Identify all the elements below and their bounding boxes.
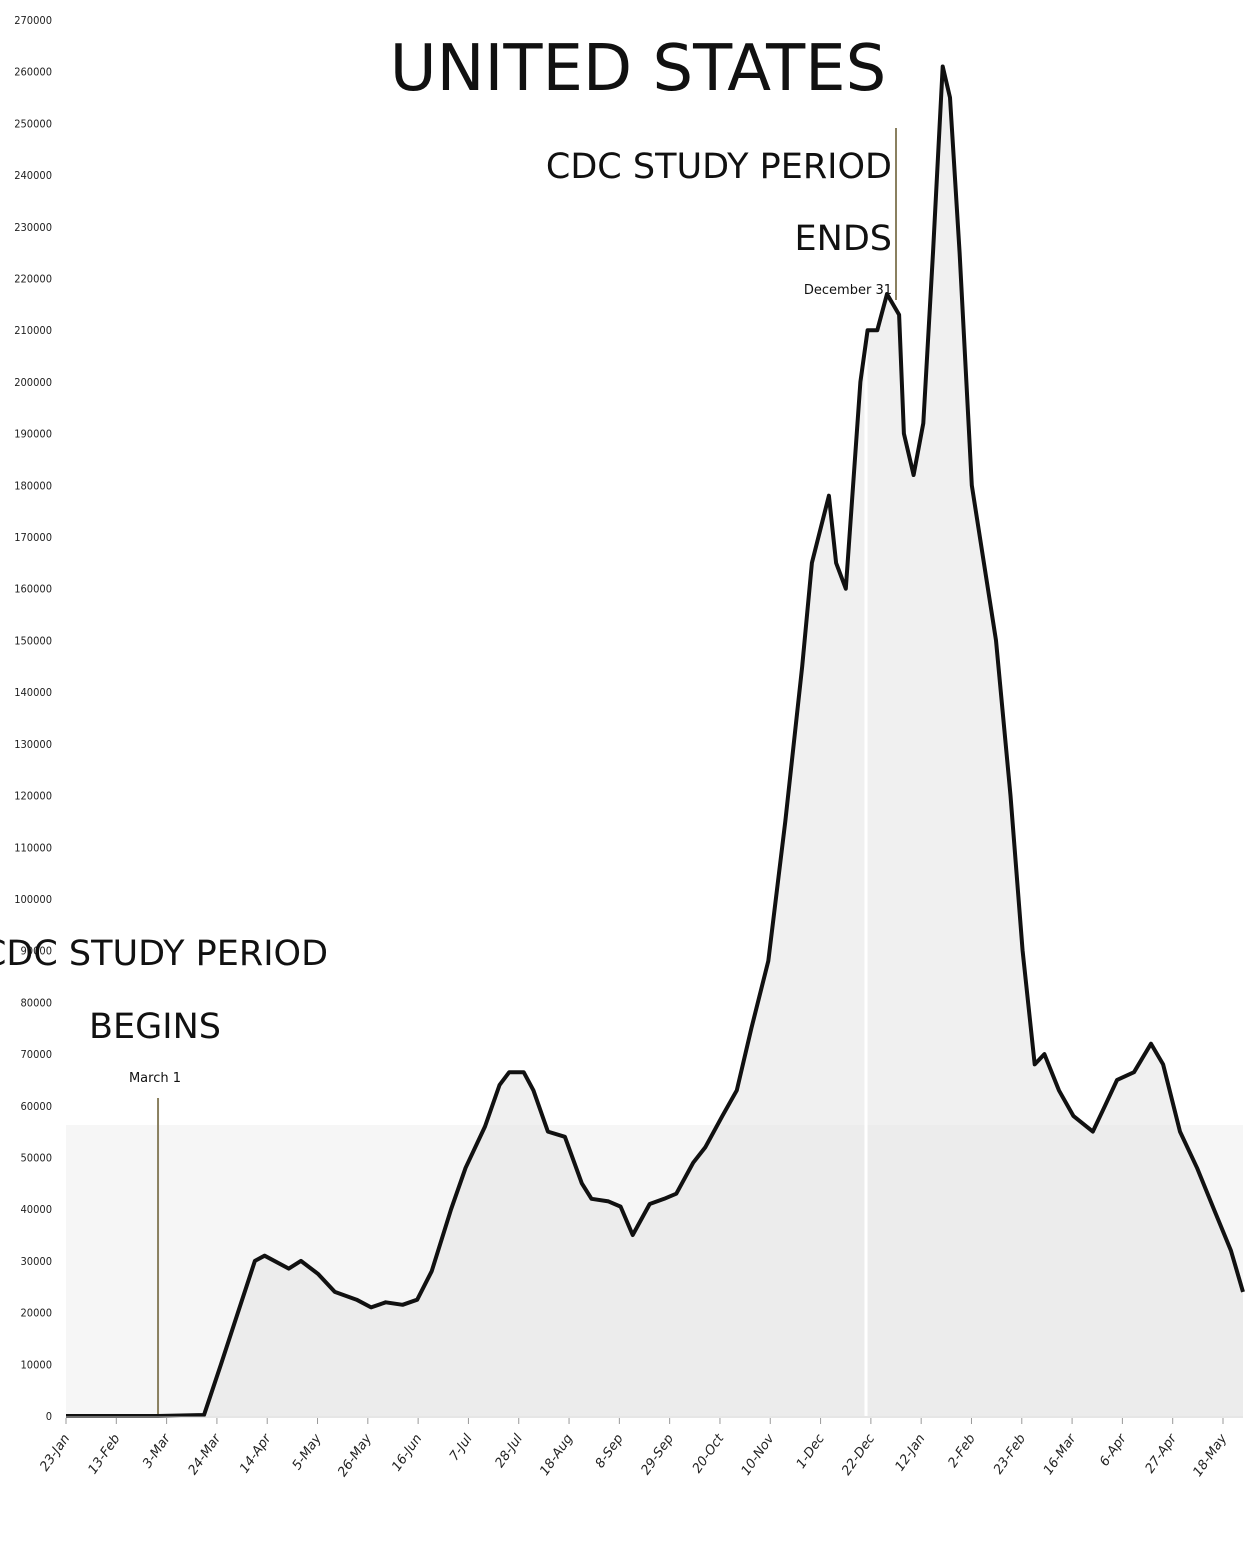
x-tick-label: 14-Apr: [237, 1430, 275, 1476]
x-tick-label: 20-Oct: [690, 1431, 728, 1476]
x-tick-label: 18-Aug: [537, 1432, 576, 1479]
x-tick-label: 13-Feb: [85, 1432, 123, 1477]
annotation-end-line2: ENDS: [795, 219, 892, 259]
y-tick-label: 110000: [14, 841, 52, 854]
y-tick-label: 150000: [14, 634, 52, 647]
y-tick-label: 220000: [14, 273, 52, 286]
x-tick-label: 6-Apr: [1097, 1430, 1131, 1469]
x-tick-label: 8-Sep: [593, 1432, 627, 1471]
y-tick-label: 20000: [21, 1307, 52, 1320]
annotation-end-line1: CDC STUDY PERIOD: [546, 147, 892, 187]
y-tick-label: 70000: [21, 1048, 52, 1061]
x-tick-label: 23-Jan: [37, 1432, 73, 1474]
x-tick-label: 7-Jul: [447, 1431, 476, 1463]
annotation-begin-line1: CDC STUDY PERIOD: [0, 934, 328, 974]
y-tick-label: 160000: [14, 583, 52, 596]
x-tick-label: 16-Mar: [1041, 1430, 1080, 1477]
x-tick-label: 26-May: [335, 1431, 375, 1479]
x-tick-label: 5-May: [290, 1431, 325, 1472]
y-tick-label: 270000: [14, 14, 52, 27]
y-tick-label: 0: [46, 1410, 52, 1423]
annotations: CDC STUDY PERIOD BEGINS March 1 CDC STUDY P…: [0, 147, 892, 1086]
x-tick-label: 18-May: [1190, 1431, 1230, 1479]
annotation-markers: [157, 128, 897, 1416]
y-axis: 0 10000 20000 30000 40000 50000 60000 70000 8000…: [14, 14, 52, 1423]
y-tick-label: 230000: [14, 221, 52, 234]
x-tick-label: 1-Dec: [794, 1432, 828, 1472]
y-tick-label: 240000: [14, 169, 52, 182]
x-tick-label: 24-Mar: [186, 1430, 225, 1477]
y-tick-label: 40000: [21, 1203, 52, 1216]
annotation-begin-date: March 1: [129, 1071, 181, 1086]
series-line: [66, 64, 1245, 1418]
annotation-end-date: December 31: [804, 283, 892, 298]
x-tick-label: 29-Sep: [638, 1432, 677, 1478]
x-tick-label: 22-Dec: [839, 1432, 878, 1479]
y-tick-label: 50000: [21, 1152, 52, 1165]
annotation-begin-line2: BEGINS: [89, 1007, 221, 1047]
y-tick-label: 80000: [21, 996, 52, 1009]
x-tick-label: 2-Feb: [945, 1432, 978, 1471]
y-tick-label: 260000: [14, 66, 52, 79]
x-axis: 23-Jan 13-Feb 3-Mar 24-Mar 14-Apr 5-May 26-May…: [37, 1416, 1243, 1480]
x-tick-label: 23-Feb: [991, 1432, 1029, 1477]
x-tick-label: 10-Nov: [739, 1431, 778, 1478]
y-tick-label: 180000: [14, 479, 52, 492]
area-fill: [66, 66, 1243, 1416]
y-tick-label: 130000: [14, 738, 52, 751]
y-tick-label: 30000: [21, 1255, 52, 1268]
y-tick-label: 60000: [21, 1100, 52, 1113]
x-tick-label: 12-Jan: [893, 1432, 929, 1474]
x-tick-label: 28-Jul: [493, 1431, 527, 1470]
chart-title: UNITED STATES: [390, 32, 886, 106]
y-tick-label: 140000: [14, 686, 52, 699]
y-tick-label: 10000: [21, 1358, 52, 1371]
x-tick-label: 16-Jun: [389, 1432, 425, 1475]
x-tick-label: 27-Apr: [1143, 1430, 1181, 1476]
y-tick-label: 90000: [21, 945, 52, 958]
y-tick-label: 210000: [14, 324, 52, 337]
y-tick-label: 190000: [14, 428, 52, 441]
y-tick-label: 200000: [14, 376, 52, 389]
y-tick-label: 120000: [14, 790, 52, 803]
x-tick-label: 3-Mar: [140, 1430, 175, 1471]
y-tick-label: 170000: [14, 531, 52, 544]
y-tick-label: 100000: [14, 893, 52, 906]
y-tick-label: 250000: [14, 117, 52, 130]
